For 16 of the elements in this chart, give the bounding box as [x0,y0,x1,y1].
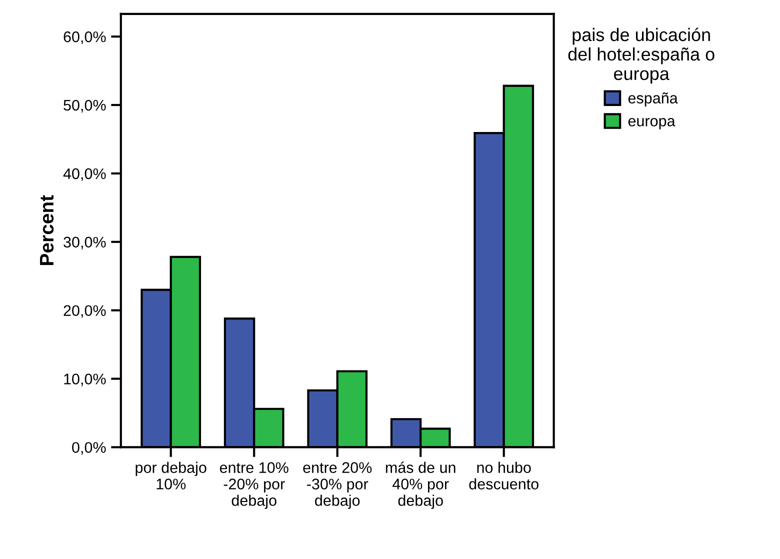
y-tick-label: 10,0% [64,374,106,386]
legend-title: pais de ubicación del hotel:españa o europa [568,28,714,84]
legend-label: españa [628,92,678,107]
y-tick-label: 30,0% [64,236,106,250]
legend-label: europa [628,118,676,130]
y-tick-label: 0,0% [72,442,106,455]
y-tick-label: 60,0% [64,31,106,44]
x-tick-label: no hubo descuento [469,462,538,490]
x-tick-label: más de un 40% por debajo [386,462,456,509]
x-tick-label: entre 10% -20% por debajo [220,462,288,509]
x-tick-label: entre 20% -30% por debajo [303,462,372,509]
y-tick-label: 40,0% [63,168,106,181]
y-tick-label: 20,0% [64,305,106,318]
x-tick-label: por debajo 10% [136,462,206,490]
y-axis-title: Percent [40,195,54,265]
y-tick-label: 50,0% [64,100,106,112]
